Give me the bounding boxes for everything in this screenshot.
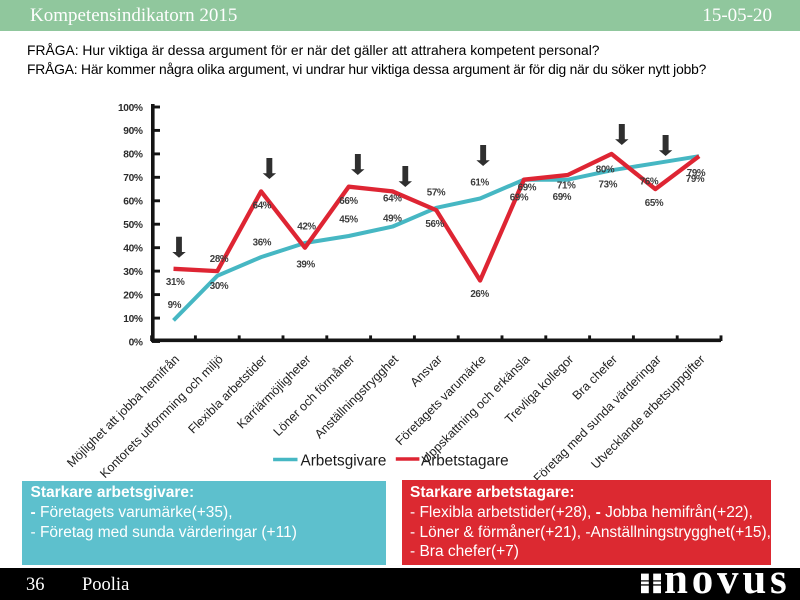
svg-text:61%: 61% — [470, 177, 489, 188]
svg-text:66%: 66% — [339, 196, 358, 207]
svg-text:28%: 28% — [210, 254, 229, 265]
svg-text:49%: 49% — [383, 214, 402, 225]
svg-text:69%: 69% — [553, 192, 572, 203]
svg-text:64%: 64% — [383, 194, 402, 205]
svg-text:31%: 31% — [166, 277, 185, 288]
svg-text:80%: 80% — [596, 165, 615, 176]
svg-text:71%: 71% — [557, 181, 576, 192]
svg-text:30%: 30% — [210, 281, 229, 292]
svg-text:novus: novus — [664, 556, 791, 600]
svg-text:10%: 10% — [123, 314, 143, 325]
svg-text:30%: 30% — [123, 267, 143, 278]
svg-text:79%: 79% — [686, 174, 705, 185]
svg-text:80%: 80% — [123, 150, 143, 161]
svg-text:39%: 39% — [296, 259, 315, 270]
svg-text:36%: 36% — [253, 237, 272, 248]
svg-text:90%: 90% — [123, 126, 143, 137]
svg-text:Arbetstagare: Arbetstagare — [421, 453, 509, 470]
svg-text:70%: 70% — [123, 173, 143, 184]
svg-text:56%: 56% — [425, 219, 444, 230]
svg-text:73%: 73% — [599, 180, 618, 191]
svg-text:79%: 79% — [687, 168, 706, 179]
svg-text:65%: 65% — [645, 198, 664, 209]
svg-text:45%: 45% — [339, 215, 358, 226]
svg-text:57%: 57% — [427, 188, 446, 199]
svg-text:0%: 0% — [129, 337, 143, 348]
svg-text:69%: 69% — [518, 183, 537, 194]
svg-text:9%: 9% — [168, 300, 182, 311]
svg-text:69%: 69% — [510, 193, 529, 204]
svg-text:20%: 20% — [123, 290, 143, 301]
svg-text:Arbetsgivare: Arbetsgivare — [301, 453, 387, 470]
svg-text:40%: 40% — [123, 244, 143, 255]
svg-text:42%: 42% — [297, 222, 316, 233]
svg-text:26%: 26% — [470, 289, 489, 300]
svg-text:64%: 64% — [253, 201, 272, 212]
svg-text:100%: 100% — [118, 103, 143, 114]
svg-text:60%: 60% — [123, 197, 143, 208]
svg-text:50%: 50% — [123, 220, 143, 231]
svg-text:76%: 76% — [640, 177, 659, 188]
